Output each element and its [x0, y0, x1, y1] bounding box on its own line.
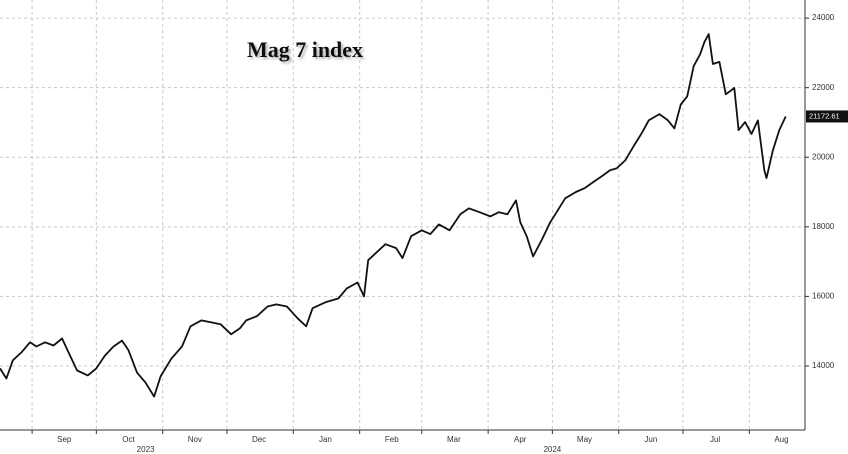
last-value-label: 21172.61: [809, 111, 840, 120]
x-tick-label: Aug: [774, 435, 788, 444]
x-tick-label: Oct: [122, 435, 135, 444]
y-tick-label: 18000: [812, 222, 835, 231]
x-tick-label: May: [577, 435, 592, 444]
x-tick-label: Jan: [319, 435, 332, 444]
y-tick-label: 16000: [812, 292, 835, 301]
y-tick-label: 14000: [812, 361, 835, 370]
last-value-box: [806, 110, 848, 123]
y-tick-label: 24000: [812, 13, 835, 22]
x-tick-label: Dec: [252, 435, 266, 444]
x-tick-label: Jun: [644, 435, 657, 444]
price-line: [0, 33, 787, 398]
x-tick-label: Sep: [57, 435, 72, 444]
year-label: 2023: [137, 445, 155, 454]
year-label: 2024: [543, 445, 561, 454]
x-tick-label: Feb: [385, 435, 399, 444]
chart-title: Mag 7 index: [247, 37, 363, 62]
x-tick-label: Mar: [447, 435, 461, 444]
x-tick-label: Jul: [710, 435, 720, 444]
x-tick-label: Nov: [188, 435, 202, 444]
y-tick-label: 20000: [812, 152, 835, 161]
y-tick-label: 22000: [812, 83, 835, 92]
x-tick-label: Apr: [514, 435, 527, 444]
